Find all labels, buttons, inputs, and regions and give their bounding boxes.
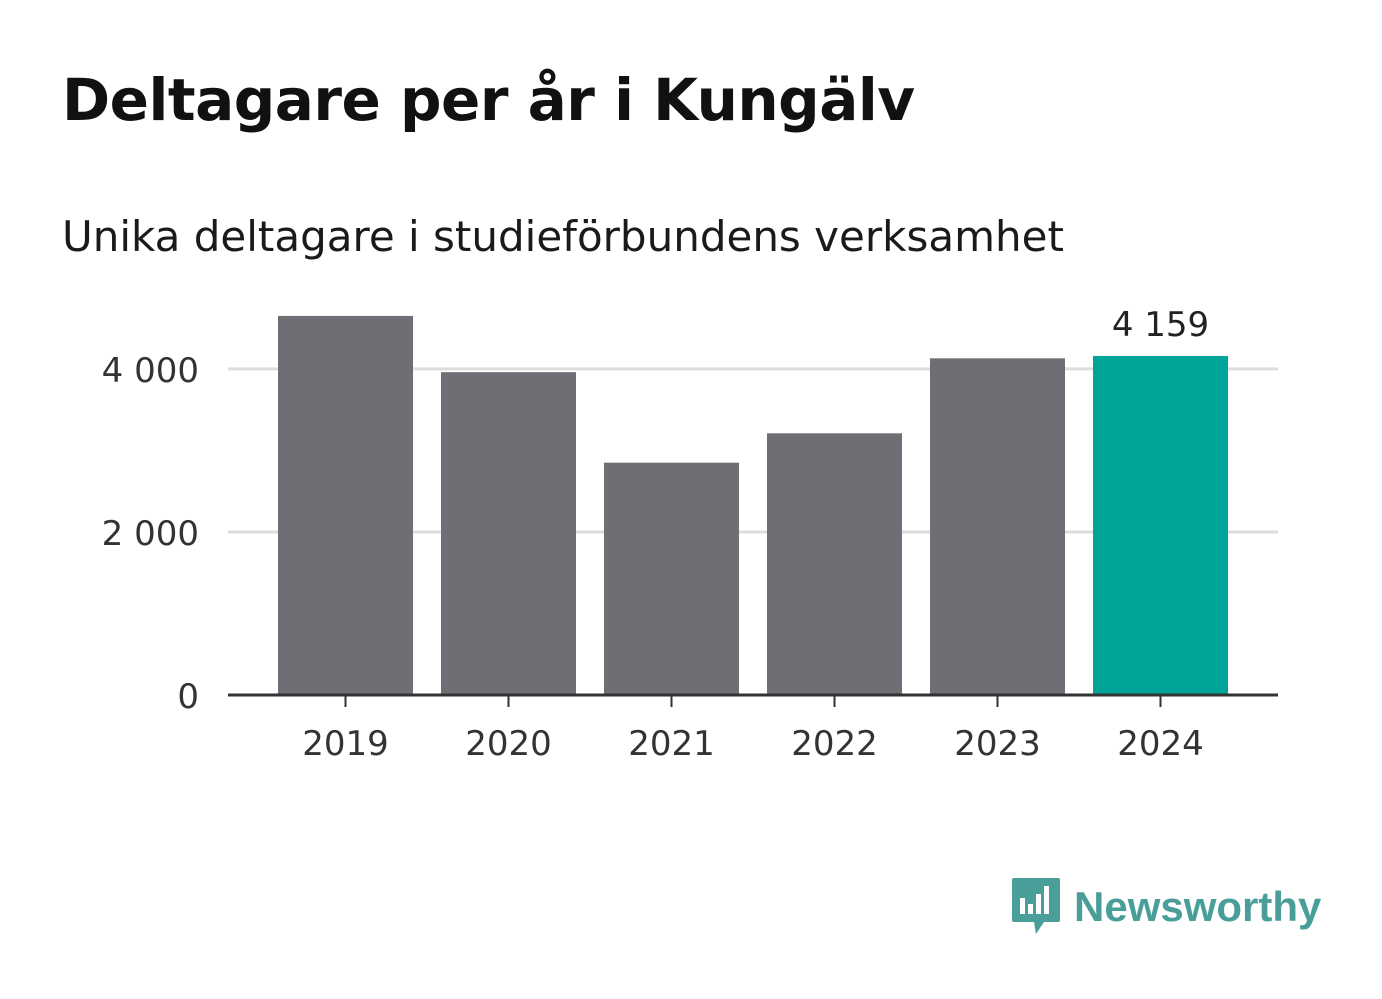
x-tick-label: 2023 xyxy=(954,724,1041,764)
x-tick-label: 2020 xyxy=(465,724,552,764)
data-label: 4 159 xyxy=(1112,305,1209,345)
y-tick-label: 0 xyxy=(177,677,199,717)
y-tick-label: 4 000 xyxy=(102,351,199,391)
bar-2020 xyxy=(441,372,576,695)
chart-subtitle: Unika deltagare i studieförbundens verks… xyxy=(62,212,1064,261)
y-tick-label: 2 000 xyxy=(102,514,199,554)
bar-2023 xyxy=(930,358,1065,695)
bar-2021 xyxy=(604,462,739,695)
bar-2019 xyxy=(278,315,413,695)
newsworthy-logo-icon xyxy=(1012,878,1060,934)
x-tick-label: 2021 xyxy=(628,724,715,764)
chart-title: Deltagare per år i Kungälv xyxy=(62,66,915,134)
x-tick-label: 2022 xyxy=(791,724,878,764)
bar-2024 xyxy=(1093,355,1228,695)
brand-logo: Newsworthy xyxy=(1010,876,1321,938)
x-tick-label: 2019 xyxy=(302,724,389,764)
x-tick-label: 2024 xyxy=(1117,724,1204,764)
brand-name: Newsworthy xyxy=(1074,883,1322,930)
bar-2022 xyxy=(767,433,902,695)
